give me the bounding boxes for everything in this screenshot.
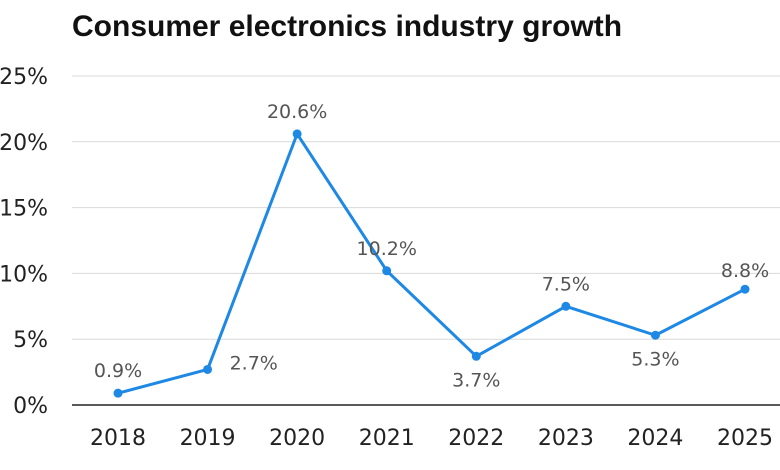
data-point xyxy=(561,301,571,311)
data-point xyxy=(382,266,392,276)
x-tick-label: 2020 xyxy=(269,426,325,451)
x-tick-label: 2022 xyxy=(448,426,504,451)
data-point xyxy=(292,129,302,139)
data-point xyxy=(113,388,123,398)
x-tick-label: 2024 xyxy=(627,426,683,451)
y-tick-label: 20% xyxy=(0,131,48,156)
series-line xyxy=(116,132,747,395)
y-tick-label: 10% xyxy=(0,262,48,287)
x-tick-label: 2025 xyxy=(717,426,773,451)
data-label: 8.8% xyxy=(721,260,769,282)
data-point xyxy=(471,351,481,361)
x-tick-label: 2023 xyxy=(538,426,594,451)
y-tick-label: 15% xyxy=(0,197,48,222)
x-tick-label: 2021 xyxy=(359,426,415,451)
y-tick-label: 0% xyxy=(13,394,48,419)
data-label: 5.3% xyxy=(631,348,679,370)
data-label: 10.2% xyxy=(357,238,417,260)
x-tick-label: 2018 xyxy=(90,426,146,451)
chart-title: Consumer electronics industry growth xyxy=(72,10,623,43)
y-tick-label: 25% xyxy=(0,65,48,90)
data-label: 7.5% xyxy=(542,273,590,295)
data-label: 20.6% xyxy=(267,101,327,123)
data-point xyxy=(650,330,660,340)
x-tick-label: 2019 xyxy=(180,426,236,451)
data-label: 3.7% xyxy=(452,369,500,391)
data-label: 2.7% xyxy=(230,352,278,374)
data-label: 0.9% xyxy=(94,360,142,382)
data-point xyxy=(203,364,213,374)
data-point xyxy=(740,284,750,294)
y-tick-label: 5% xyxy=(13,328,48,353)
